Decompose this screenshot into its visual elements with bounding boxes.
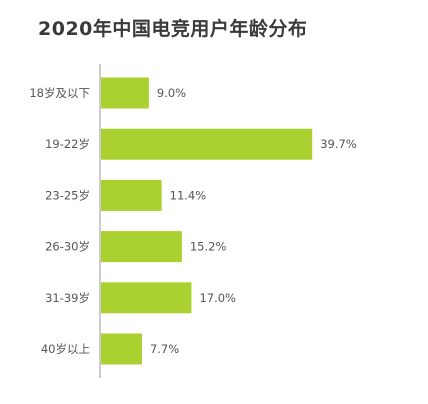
category-label: 31-39岁	[45, 291, 90, 305]
category-label: 23-25岁	[45, 188, 90, 202]
bar	[101, 77, 149, 109]
bar	[101, 231, 182, 263]
value-label: 17.0%	[199, 291, 236, 305]
category-label: 40岁以上	[41, 342, 90, 356]
value-label: 15.2%	[190, 240, 227, 254]
category-label: 18岁及以下	[29, 86, 90, 100]
chart-title: 2020年中国电竞用户年龄分布	[38, 18, 308, 40]
bar	[101, 282, 192, 314]
category-label: 26-30岁	[45, 240, 90, 254]
value-label: 11.4%	[170, 188, 207, 202]
bar	[101, 128, 313, 160]
bars-group: 18岁及以下 9.0% 19-22岁 39.7% 23-25岁 11.4% 26-30岁 15…	[29, 77, 357, 365]
value-label: 9.0%	[157, 86, 186, 100]
bar	[101, 333, 142, 365]
value-label: 7.7%	[150, 342, 179, 356]
value-label: 39.7%	[320, 137, 357, 151]
category-label: 19-22岁	[45, 137, 90, 151]
bar	[101, 179, 162, 211]
